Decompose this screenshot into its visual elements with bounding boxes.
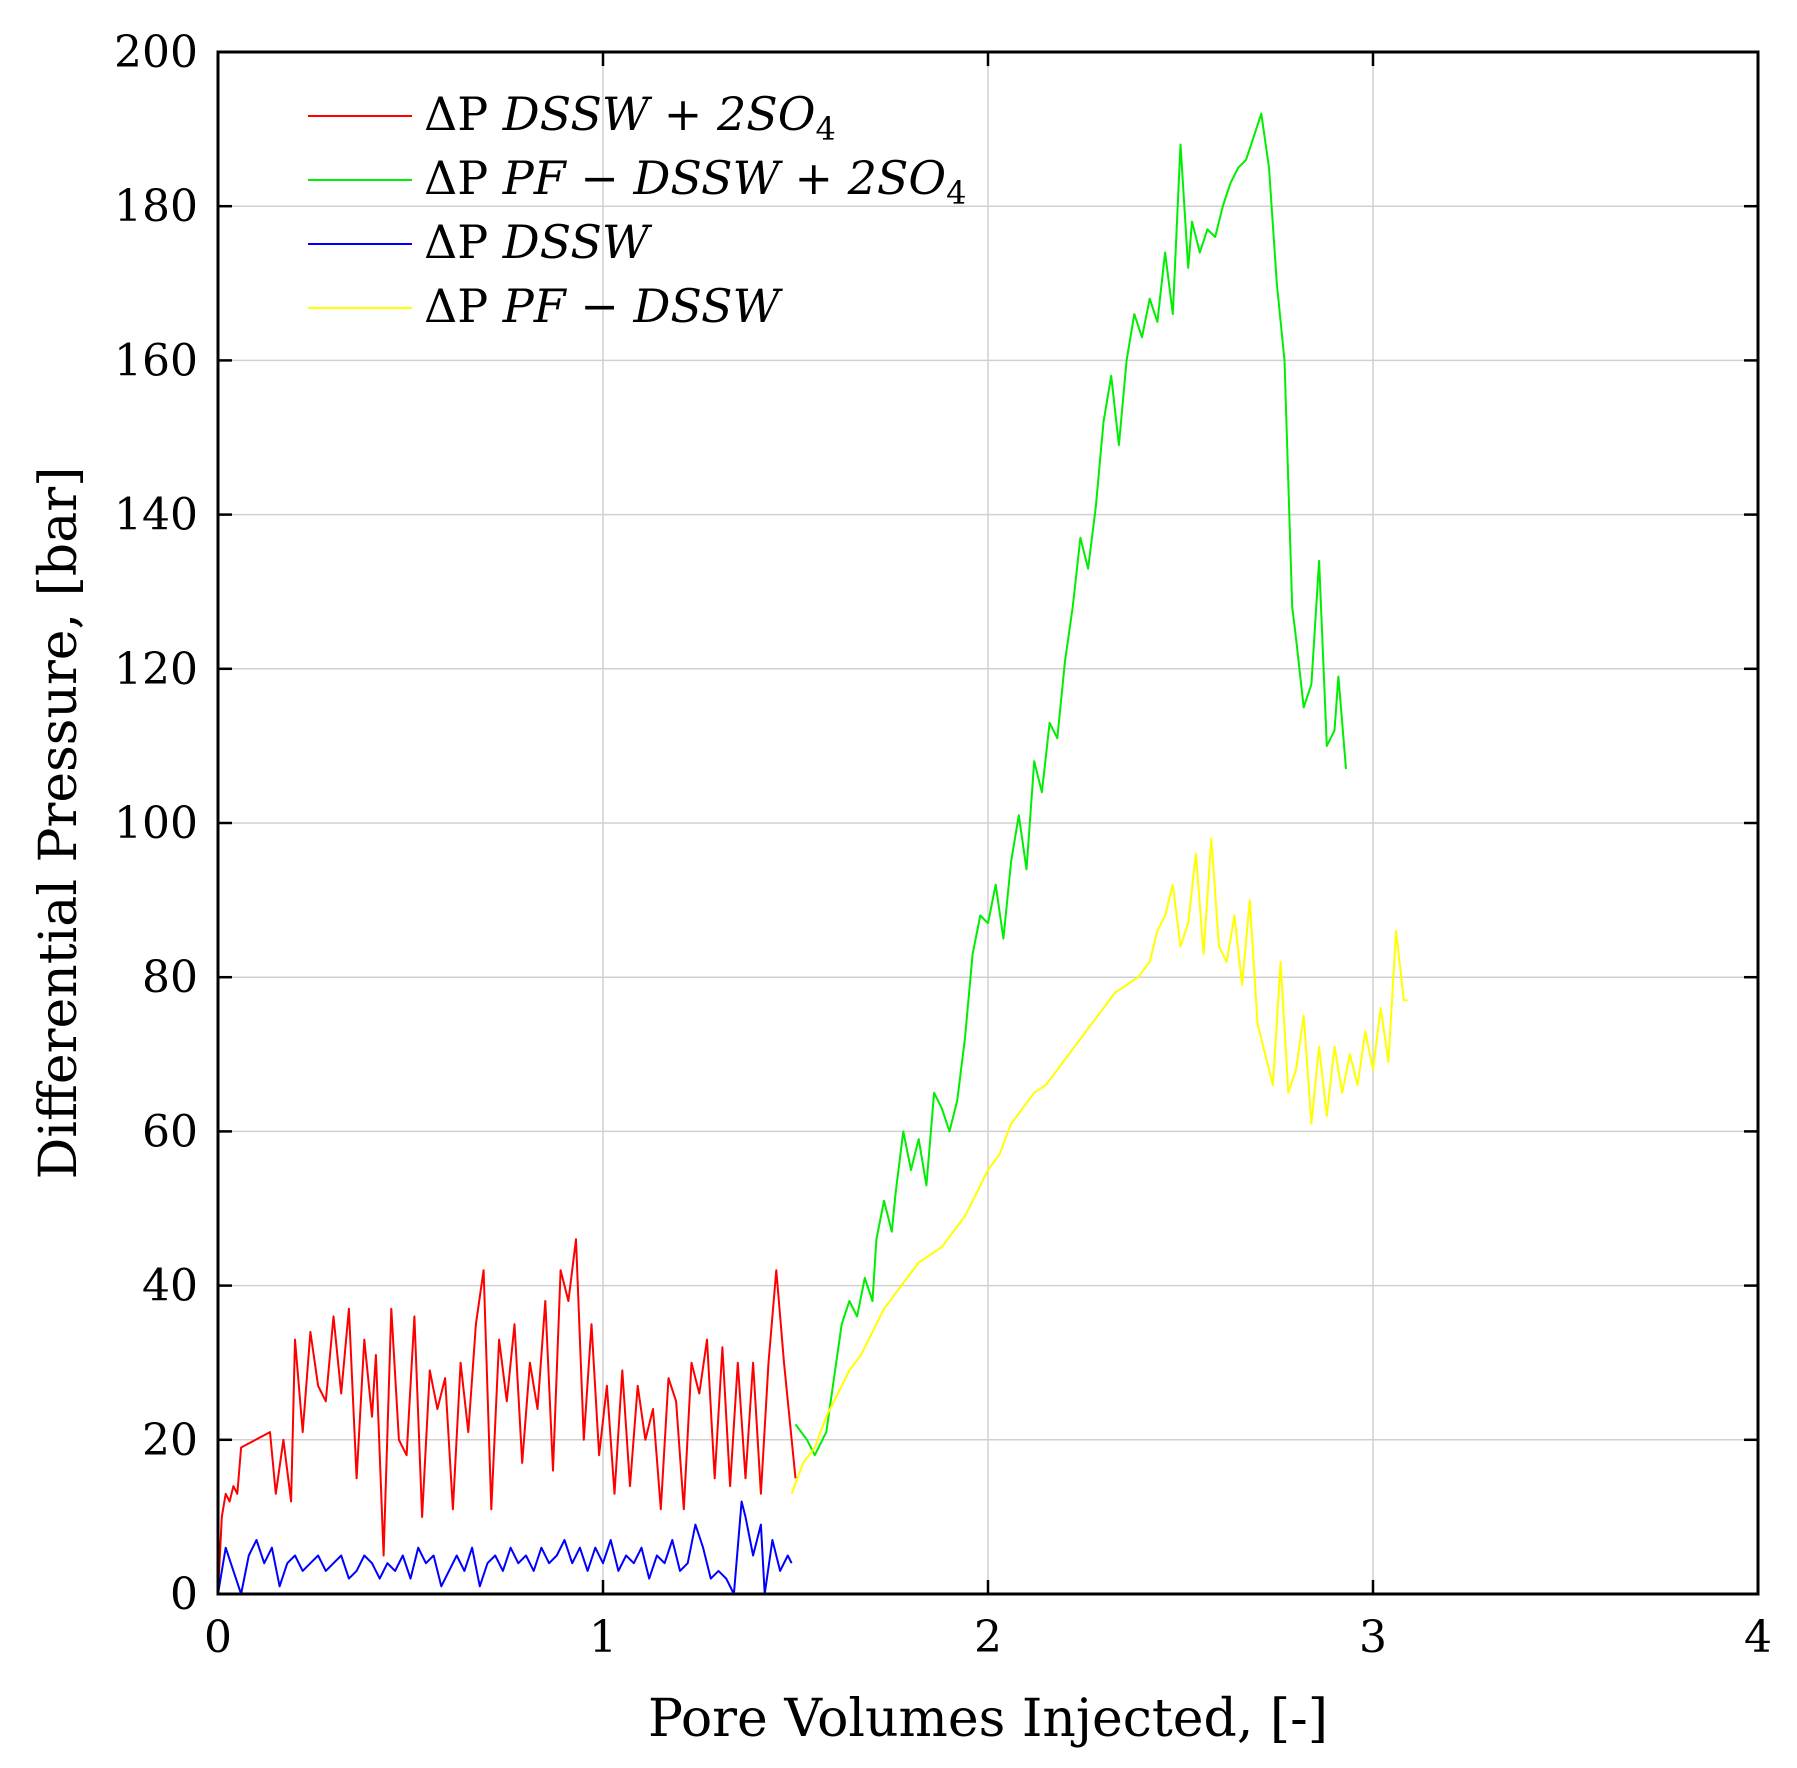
legend-subscript: 4 — [946, 174, 966, 212]
y-tick-label: 160 — [114, 335, 198, 386]
x-tick-label: 0 — [204, 1612, 232, 1663]
y-tick-label: 40 — [142, 1261, 198, 1312]
y-tick-label: 100 — [114, 798, 198, 849]
legend-prefix: ΔP — [424, 87, 503, 141]
legend-math: DSSW + 2SO — [502, 87, 816, 141]
y-tick-label: 120 — [114, 644, 198, 695]
y-tick-label: 60 — [142, 1106, 198, 1157]
y-axis-label: Differential Pressure, [bar] — [29, 467, 89, 1180]
legend-math: PF − DSSW — [502, 279, 784, 333]
y-tick-label: 140 — [114, 490, 198, 541]
x-tick-label: 1 — [589, 1612, 617, 1663]
legend-math: DSSW — [502, 215, 653, 269]
y-tick-label: 20 — [142, 1415, 198, 1466]
y-tick-label: 180 — [114, 181, 198, 232]
legend-subscript: 4 — [815, 110, 835, 148]
legend-math: PF − DSSW + 2SO — [502, 151, 946, 205]
y-tick-label: 200 — [114, 27, 198, 78]
y-tick-label: 80 — [142, 952, 198, 1003]
legend-prefix: ΔP — [424, 215, 503, 269]
series-group — [217, 112, 1408, 1595]
series-line-1 — [794, 112, 1347, 1457]
x-tick-labels: 0 1 2 3 4 — [204, 1612, 1772, 1663]
legend-entry-0: ΔP DSSW + 2SO4 — [424, 87, 836, 148]
series-line-0 — [217, 1238, 797, 1595]
x-tick-label: 2 — [974, 1612, 1002, 1663]
legend-entry-1: ΔP PF − DSSW + 2SO4 — [424, 151, 966, 212]
legend-prefix: ΔP — [424, 279, 503, 333]
series-line-3 — [790, 837, 1408, 1495]
x-tick-label: 3 — [1359, 1612, 1387, 1663]
x-tick-label: 4 — [1744, 1612, 1772, 1663]
grid-lines — [218, 52, 1758, 1594]
series-line-2 — [217, 1500, 793, 1595]
y-tick-label: 0 — [170, 1569, 198, 1620]
axis-ticks — [216, 50, 1760, 1596]
legend-entry-3: ΔP PF − DSSW — [424, 279, 784, 333]
y-tick-labels: 0 20 40 60 80 100 120 140 160 180 200 — [114, 27, 198, 1620]
legend-prefix: ΔP — [424, 151, 503, 205]
x-axis-label: Pore Volumes Injected, [-] — [648, 1689, 1328, 1749]
legend-entry-2: ΔP DSSW — [424, 215, 653, 269]
